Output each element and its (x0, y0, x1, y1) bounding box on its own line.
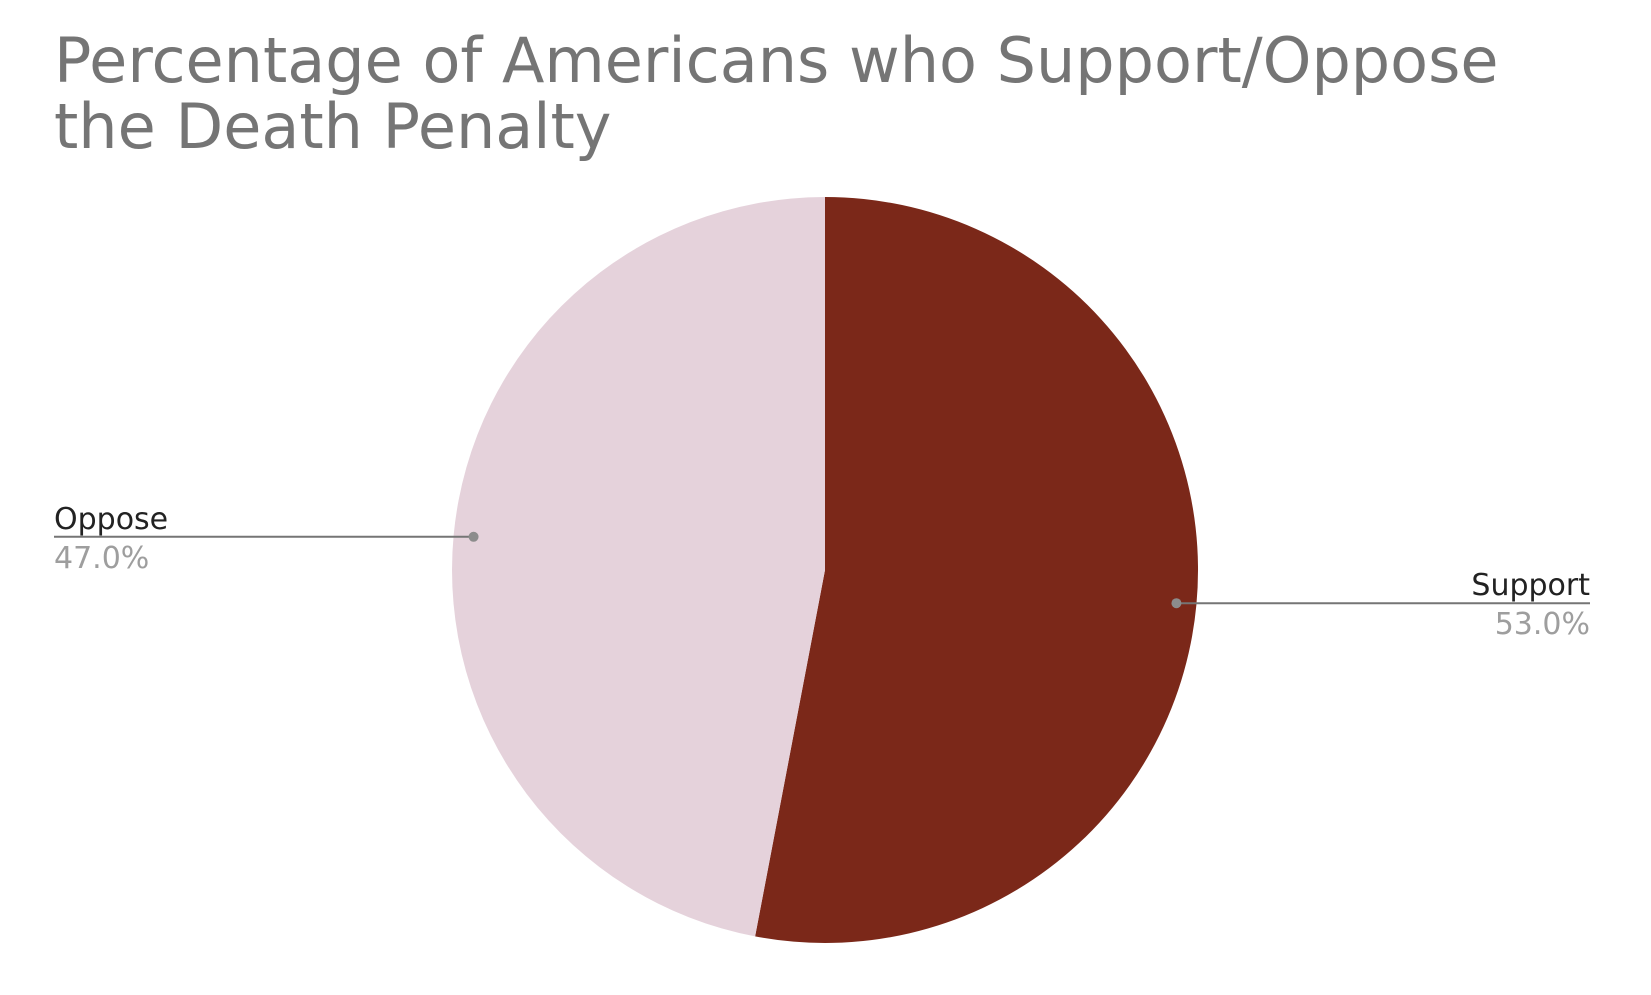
leader-dot-support (1171, 598, 1182, 609)
pie-slice-oppose (452, 197, 825, 937)
slice-value-support: 53.0% (1495, 607, 1590, 642)
slice-label-group-oppose: Oppose 47.0% (54, 502, 479, 576)
slice-label-group-support: Support 53.0% (1171, 568, 1590, 642)
pie-slices (452, 197, 1199, 943)
pie-slice-support (755, 197, 1199, 943)
slice-value-oppose: 47.0% (54, 541, 149, 576)
slice-label-oppose: Oppose (54, 502, 168, 537)
chart-title: Percentage of Americans who Support/Oppo… (54, 24, 1499, 163)
pie-labels: Support 53.0% Oppose 47.0% (54, 502, 1590, 642)
slice-label-support: Support (1471, 568, 1590, 603)
leader-dot-oppose (468, 531, 479, 542)
